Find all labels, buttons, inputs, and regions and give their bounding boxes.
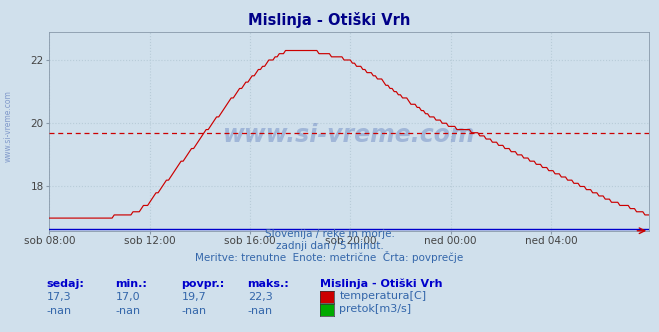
Text: povpr.:: povpr.: xyxy=(181,279,225,289)
Text: 17,3: 17,3 xyxy=(47,292,72,302)
Text: 19,7: 19,7 xyxy=(182,292,207,302)
Text: min.:: min.: xyxy=(115,279,147,289)
Text: www.si-vreme.com: www.si-vreme.com xyxy=(3,90,13,162)
Text: maks.:: maks.: xyxy=(247,279,289,289)
Text: www.si-vreme.com: www.si-vreme.com xyxy=(223,123,476,147)
Text: -nan: -nan xyxy=(248,306,273,316)
Text: 17,0: 17,0 xyxy=(116,292,141,302)
Text: temperatura[C]: temperatura[C] xyxy=(339,291,426,301)
Text: sedaj:: sedaj: xyxy=(46,279,84,289)
Text: zadnji dan / 5 minut.: zadnji dan / 5 minut. xyxy=(275,241,384,251)
Text: -nan: -nan xyxy=(116,306,141,316)
Text: Slovenija / reke in morje.: Slovenija / reke in morje. xyxy=(264,229,395,239)
Text: -nan: -nan xyxy=(182,306,207,316)
Text: 22,3: 22,3 xyxy=(248,292,273,302)
Text: -nan: -nan xyxy=(47,306,72,316)
Text: Meritve: trenutne  Enote: metrične  Črta: povprečje: Meritve: trenutne Enote: metrične Črta: … xyxy=(195,251,464,263)
Text: Mislinja - Otiški Vrh: Mislinja - Otiški Vrh xyxy=(248,12,411,28)
Text: pretok[m3/s]: pretok[m3/s] xyxy=(339,304,411,314)
Text: Mislinja - Otiški Vrh: Mislinja - Otiški Vrh xyxy=(320,279,442,289)
